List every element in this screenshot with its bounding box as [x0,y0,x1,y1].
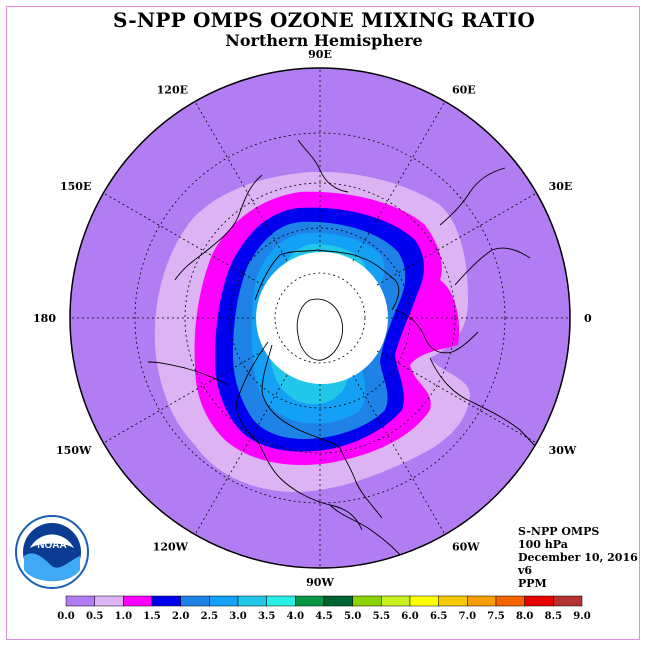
longitude-label: 0 [584,312,592,325]
colorbar-swatch [524,595,554,607]
meridian-line [194,374,288,535]
colorbar-tick-label: 6.5 [430,611,447,622]
colorbar-tick-label: 3.0 [229,611,246,622]
colorbar-swatch [323,595,353,607]
colorbar: 0.0 0.5 1.0 1.5 2.0 2.5 3.0 3.5 4.0 4.5 5.0 5.5 6.0 6… [57,595,591,622]
longitude-labels: 120E 90E 60E 30E 0 30W 60W 90W 120W 150W 180 150E [33,48,592,589]
colorbar-swatch [209,595,239,607]
longitude-label: 90W [306,576,334,589]
meridians [70,68,570,568]
meridian-line [103,350,264,444]
colorbar-tick-label: 4.5 [315,611,332,622]
info-instrument: S-NPP OMPS [518,525,600,538]
polar-no-data-cap [256,252,388,384]
colorbar-tick-label: 6.0 [401,611,418,622]
info-date: December 10, 2016 [518,551,638,564]
longitude-label: 120W [153,541,189,554]
meridian-line [103,192,264,286]
colorbar-swatch [180,595,210,607]
colorbar-swatch [381,595,411,607]
longitude-label: 150W [56,444,92,457]
colorbar-tick-label: 3.5 [258,611,275,622]
colorbar-swatch [295,595,325,607]
colorbar-tick-label: 7.0 [459,611,476,622]
colorbar-swatch [123,595,153,607]
colorbar-swatch [94,595,124,607]
latitude-circles [134,132,506,504]
colorbar-tick-label: 0.5 [86,611,103,622]
longitude-label: 150E [60,180,91,193]
longitude-label: 60E [452,83,476,96]
longitude-label: 30W [549,444,577,457]
colorbar-tick-label: 5.0 [344,611,361,622]
info-version: v6 [518,564,533,577]
info-level: 100 hPa [518,538,568,551]
noaa-logo: NOAA [15,515,89,589]
meridian-line [352,374,446,535]
longitude-label: 180 [33,312,56,325]
colorbar-tick-label: 5.5 [373,611,390,622]
info-units: PPM [518,577,547,590]
meridian-line [376,192,537,286]
colorbar-tick-label: 9.0 [573,611,590,622]
ozone-field [154,171,471,493]
colorbar-tick-label: 1.5 [143,611,160,622]
colorbar-swatch [438,595,468,607]
figure-frame [6,6,640,640]
longitude-label: 90E [308,48,332,61]
colorbar-tick-label: 2.0 [172,611,189,622]
colorbar-swatch [467,595,497,607]
colorbar-swatch [553,595,583,607]
colorbar-tick-label: 1.0 [115,611,132,622]
longitude-label: 120E [157,83,188,96]
colorbar-swatch [237,595,267,607]
colorbar-tick-label: 8.5 [545,611,562,622]
longitude-label: 60W [452,541,480,554]
meridian-line [194,101,288,262]
colorbar-swatch [151,595,181,607]
data-info-block: S-NPP OMPS 100 hPa December 10, 2016 v6 … [518,525,638,590]
meridian-line [376,350,537,444]
colorbar-tick-label: 4.0 [287,611,304,622]
colorbar-tick-label: 0.0 [57,611,74,622]
colorbar-swatch [352,595,382,607]
longitude-label: 30E [549,180,573,193]
noaa-logo-text: NOAA [37,540,66,551]
colorbar-swatch [409,595,439,607]
colorbar-tick-label: 8.0 [516,611,533,622]
colorbar-tick-label: 2.5 [201,611,218,622]
map-subtitle: Northern Hemisphere [225,31,423,50]
colorbar-swatch [65,595,95,607]
colorbar-swatch [266,595,296,607]
colorbar-swatch [495,595,525,607]
meridian-line [352,101,446,262]
colorbar-tick-label: 7.5 [487,611,504,622]
map-title: S-NPP OMPS OZONE MIXING RATIO [113,8,535,32]
